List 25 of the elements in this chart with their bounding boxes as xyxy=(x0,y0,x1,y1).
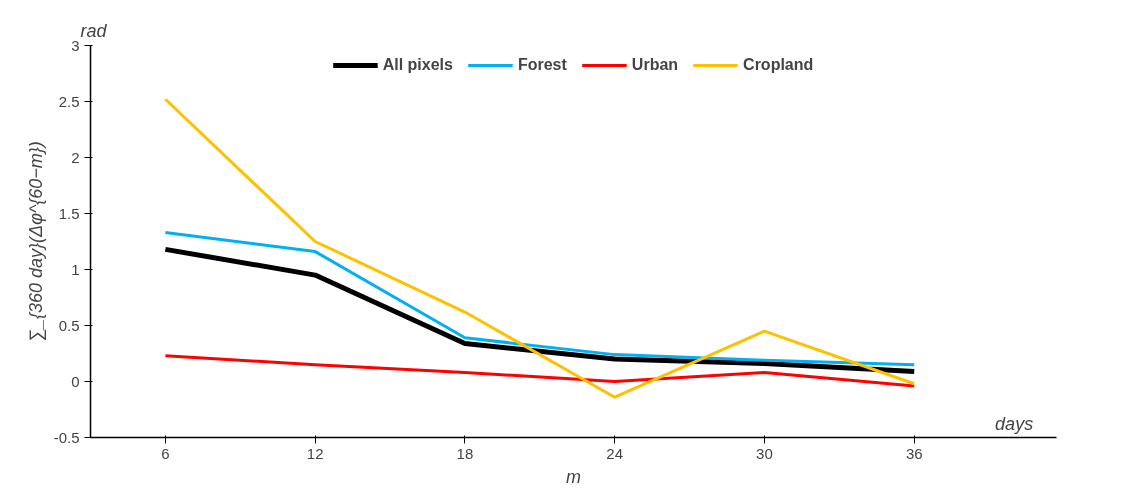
x-tick-label: 18 xyxy=(456,444,474,462)
line-series xyxy=(163,231,916,367)
y-tick-label: 0.5 xyxy=(58,316,80,334)
x-tick-label: 6 xyxy=(161,444,170,462)
line-series xyxy=(163,354,916,388)
y-tick-label: 3 xyxy=(71,36,80,54)
x-axis-title: m xyxy=(566,466,581,487)
y-tick-label: 1 xyxy=(71,260,80,278)
legend-label: Forest xyxy=(517,56,567,74)
x-tick-label: 12 xyxy=(306,444,324,462)
x-tick-label: 24 xyxy=(606,444,624,462)
y-tick-label: 2 xyxy=(71,148,80,166)
line-series xyxy=(163,97,916,399)
y-tick-label: 1.5 xyxy=(58,204,80,222)
x-tick-label: 36 xyxy=(905,444,923,462)
annotation: days xyxy=(995,413,1034,434)
legend-label: Cropland xyxy=(743,56,814,74)
y-tick-label: 2.5 xyxy=(58,92,80,110)
text: rad xyxy=(80,20,108,41)
y-tick-label: 0 xyxy=(71,372,80,390)
y-tick-label: -0.5 xyxy=(53,428,80,446)
y-axis-title: ∑_{360 day}(Δφ^{60−m}) xyxy=(25,141,46,342)
legend-label: Urban xyxy=(631,56,679,74)
x-tick-label: 30 xyxy=(756,444,773,462)
legend-label: All pixels xyxy=(382,56,453,74)
